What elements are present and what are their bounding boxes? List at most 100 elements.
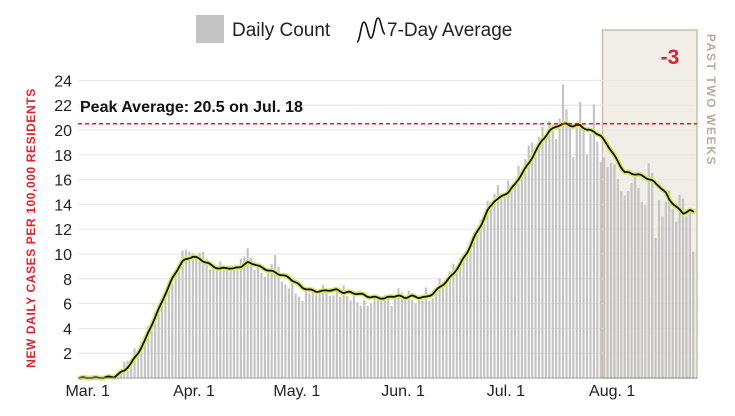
daily-count-bar [246,248,249,378]
y-tick-label: 4 [63,321,72,338]
daily-count-bar [445,277,448,378]
daily-count-bar [184,249,188,378]
y-tick-label: 2 [63,346,72,363]
daily-count-bar [363,300,366,378]
daily-count-bar [531,142,534,378]
y-tick-label: 22 [54,98,72,115]
y-tick-label: 24 [54,73,72,90]
daily-count-bar [510,186,513,378]
daily-count-bar [493,193,496,378]
x-tick-label: Apr. 1 [173,383,215,400]
daily-count-bar [496,185,499,378]
daily-count-bar [263,276,266,378]
daily-count-bar [561,84,565,379]
daily-count-bar [616,179,619,378]
daily-count-bar [503,195,506,378]
daily-count-bar [568,125,571,378]
daily-count-bar [212,266,215,378]
daily-count-bar [647,163,650,378]
daily-count-bar [441,284,445,378]
daily-count-bar [524,159,527,378]
daily-count-bar [589,134,592,378]
daily-count-bar [404,298,407,378]
daily-count-bar [181,250,184,378]
daily-count-bar [119,372,122,378]
daily-count-bar [469,242,472,378]
daily-count-bar [537,136,541,378]
daily-count-bar [462,261,465,378]
daily-count-bar [592,104,595,379]
daily-count-bar [322,284,325,378]
daily-count-bar [267,269,270,378]
daily-count-bar [534,151,537,378]
daily-count-bar [407,290,410,378]
daily-count-bar [397,288,400,378]
daily-count-bar [483,219,486,378]
daily-count-bar [558,118,561,378]
daily-count-bar [202,251,205,378]
daily-count-bar [414,303,417,378]
y-tick-label: 12 [54,222,72,239]
daily-count-bar [287,288,290,378]
y-tick-label: 10 [54,247,72,264]
y-tick-label: 18 [54,148,72,165]
daily-count-bar [130,362,133,378]
legend-daily-count: Daily Count [232,20,331,41]
daily-count-bar [195,257,198,378]
daily-count-bar [280,281,284,378]
x-tick-label: Jul. 1 [487,383,525,400]
daily-count-bar [315,294,318,378]
daily-count-bar [671,209,674,378]
daily-count-bar [256,267,260,378]
daily-count-bar [520,168,523,378]
y-tick-label: 20 [54,123,72,140]
daily-count-bar [551,124,554,378]
daily-count-bar [438,278,441,378]
daily-count-bar [229,265,232,378]
daily-count-bar [565,109,568,378]
daily-count-bar [455,270,458,378]
daily-count-bar [332,295,335,378]
daily-count-bar [205,259,208,378]
daily-count-bar [370,303,373,378]
daily-count-bar [606,166,609,378]
daily-count-bars [95,84,695,379]
past-two-weeks-change: -3 [661,46,680,69]
daily-count-bar [620,191,623,378]
peak-average-label: Peak Average: 20.5 on Jul. 18 [80,99,303,116]
daily-count-bar [219,261,222,378]
daily-count-bar [579,101,582,378]
daily-count-bar [294,293,297,378]
daily-count-bar [603,157,606,378]
daily-count-bar [270,263,273,378]
daily-count-bar [304,289,308,378]
daily-count-bar [668,190,671,378]
daily-count-bar [575,124,578,378]
daily-count-bar [359,305,362,378]
daily-count-bar [356,302,359,378]
daily-count-bar [308,293,311,378]
daily-count-bar [596,141,599,378]
daily-count-bar [640,201,643,378]
daily-count-bar [630,183,633,378]
daily-count-bar [349,300,352,378]
daily-count-bar [191,252,194,378]
daily-count-bar [400,292,403,378]
x-tick-label: Aug. 1 [589,383,635,400]
daily-count-bar [541,126,544,378]
daily-count-bar [352,292,355,378]
daily-count-bar [424,287,427,378]
daily-count-bar [236,270,239,378]
daily-count-bar [435,288,438,378]
daily-count-bar [431,298,434,378]
daily-count-bar [328,295,332,378]
daily-count-bar [301,301,304,378]
daily-count-bar [654,237,657,378]
daily-count-bar [150,321,153,378]
daily-count-bar [373,297,376,378]
daily-count-bar [582,124,585,378]
daily-count-bar [311,291,314,378]
daily-count-bar [222,267,225,378]
legend-line-swatch [356,17,386,43]
daily-count-bar [339,296,342,378]
